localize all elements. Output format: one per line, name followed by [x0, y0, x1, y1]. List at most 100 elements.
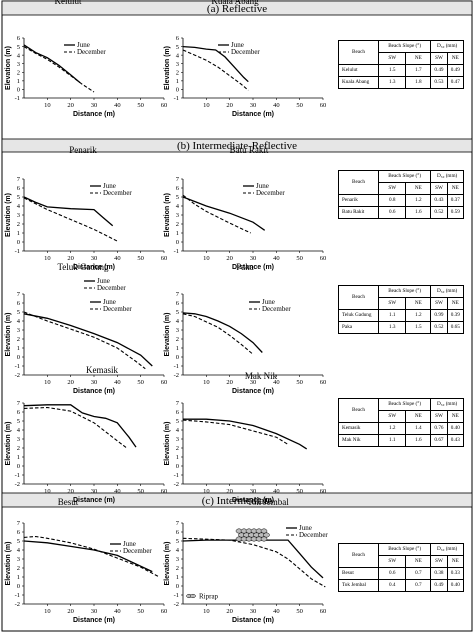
beach-name-cell: Kelulut: [338, 64, 379, 77]
june-profile-line: [182, 45, 249, 83]
legend-june-label: June: [231, 41, 244, 49]
riprap-stone: [260, 536, 268, 542]
y-tick-label: 3: [17, 61, 20, 68]
value-cell: 1.2: [405, 194, 432, 207]
y-tick-label: 6: [176, 185, 180, 192]
y-tick-label: 7: [176, 291, 180, 298]
y-tick-label: 6: [176, 529, 180, 536]
y-tick-label: 2: [176, 336, 179, 343]
x-tick-label: 60: [320, 102, 327, 109]
december-profile-line: [23, 197, 118, 242]
value-cell: 0.59: [446, 206, 465, 219]
y-tick-label: 2: [17, 221, 20, 228]
june-profile-line: [23, 313, 153, 367]
y-tick-label: 3: [17, 436, 20, 443]
x-axis-label: Distance (m): [232, 617, 274, 624]
y-tick-label: 5: [17, 309, 20, 316]
y-tick-label: 0: [17, 87, 20, 94]
legend-december-label: December: [77, 48, 106, 56]
legend-december-label: December: [103, 189, 132, 197]
x-tick-label: 40: [114, 488, 121, 495]
legend-december-label: December: [103, 305, 132, 313]
beach-header: Beach: [338, 170, 379, 195]
value-cell: 0.52: [430, 321, 448, 334]
june-profile-line: [23, 540, 153, 573]
value-cell: 1.8: [405, 76, 432, 89]
beach-table: Beach Beach Slope (°) D₅₀ (mm) SW NE SW NE Kelu…: [338, 40, 465, 89]
value-cell: 1.1: [377, 309, 407, 322]
x-tick-label: 40: [273, 608, 280, 615]
legend-june-label: June: [256, 182, 269, 190]
table-row: Penarik 0.8 1.2 0.43 0.37: [338, 194, 465, 207]
x-tick-label: 50: [296, 255, 303, 262]
y-tick-label: 4: [176, 318, 180, 325]
y-tick-label: 0: [17, 354, 20, 361]
value-cell: 0.39: [446, 309, 465, 322]
sw-header: SW: [377, 182, 407, 195]
x-tick-label: 10: [203, 255, 210, 262]
y-tick-label: 6: [17, 185, 21, 192]
value-cell: 1.6: [405, 434, 432, 447]
chart-panel: -1 0 1 2 3 4 5 6 7 10 20 30 40 50 60 Distance (m) Elevat…: [164, 145, 326, 271]
x-tick-label: 20: [67, 488, 74, 495]
y-axis-label: Elevation (m): [164, 313, 171, 357]
x-tick-label: 10: [44, 488, 51, 495]
value-cell: 0.65: [446, 321, 465, 334]
x-tick-label: 20: [226, 608, 233, 615]
x-tick-label: 10: [44, 379, 51, 386]
beach-header: Beach: [338, 543, 379, 568]
value-cell: 1.7: [405, 64, 432, 77]
x-tick-label: 40: [273, 102, 280, 109]
x-tick-label: 30: [91, 102, 98, 109]
y-tick-label: 1: [176, 78, 179, 85]
legend-december-label: December: [97, 284, 126, 292]
beach-name-cell: Mak Nik: [338, 434, 379, 447]
december-profile-line: [23, 406, 128, 449]
ne-header: NE: [405, 555, 432, 568]
legend-june-label: June: [103, 182, 116, 190]
slope-header: Beach Slope (°): [377, 170, 432, 183]
y-tick-label: 6: [176, 409, 180, 416]
sw-header: SW: [430, 182, 448, 195]
chart-panel: -2 -1 0 1 2 3 4 5 6 7 10 20 30 40 50 60 Distance (m) Elev…: [5, 497, 167, 624]
x-tick-label: 30: [250, 488, 257, 495]
y-tick-label: -2: [174, 372, 179, 379]
y-tick-label: 7: [17, 400, 21, 407]
value-cell: 1.6: [405, 206, 432, 219]
y-tick-label: 1: [17, 454, 20, 461]
y-tick-label: 5: [176, 194, 179, 201]
x-axis-label: Distance (m): [73, 497, 115, 504]
riprap-label: Riprap: [199, 593, 219, 601]
y-tick-label: -2: [174, 481, 179, 488]
d50-header: D₅₀ (mm): [430, 398, 464, 411]
value-cell: 0.6: [377, 567, 407, 580]
value-cell: 0.43: [430, 194, 448, 207]
value-cell: 1.2: [405, 309, 432, 322]
x-tick-label: 60: [320, 379, 327, 386]
x-tick-label: 30: [250, 102, 257, 109]
x-tick-label: 10: [44, 255, 51, 262]
y-tick-label: -1: [174, 472, 179, 479]
y-tick-label: 3: [176, 556, 179, 563]
sw-header: SW: [377, 410, 407, 423]
x-tick-label: 10: [44, 102, 51, 109]
x-tick-label: 20: [67, 379, 74, 386]
x-tick-label: 20: [226, 102, 233, 109]
y-tick-label: 7: [176, 520, 180, 527]
value-cell: 0.7: [405, 579, 432, 592]
chart-panel: -2 -1 0 1 2 3 4 5 6 7 10 20 30 40 50 60 Distance (m) Elev…: [164, 497, 328, 624]
y-tick-label: 1: [17, 78, 20, 85]
x-tick-label: 40: [114, 608, 121, 615]
x-axis-label: Distance (m): [73, 111, 115, 118]
table-row: Kemasik 1.2 1.4 0.76 0.40: [338, 422, 465, 435]
value-cell: 0.6: [377, 206, 407, 219]
y-tick-label: 3: [176, 327, 179, 334]
y-tick-label: 1: [17, 345, 20, 352]
y-tick-label: -2: [15, 372, 20, 379]
legend-december-label: December: [262, 305, 291, 313]
y-tick-label: 0: [176, 87, 179, 94]
x-tick-label: 60: [320, 488, 327, 495]
x-tick-label: 30: [91, 608, 98, 615]
y-tick-label: 6: [176, 300, 180, 307]
legend-june-label: June: [299, 524, 312, 532]
